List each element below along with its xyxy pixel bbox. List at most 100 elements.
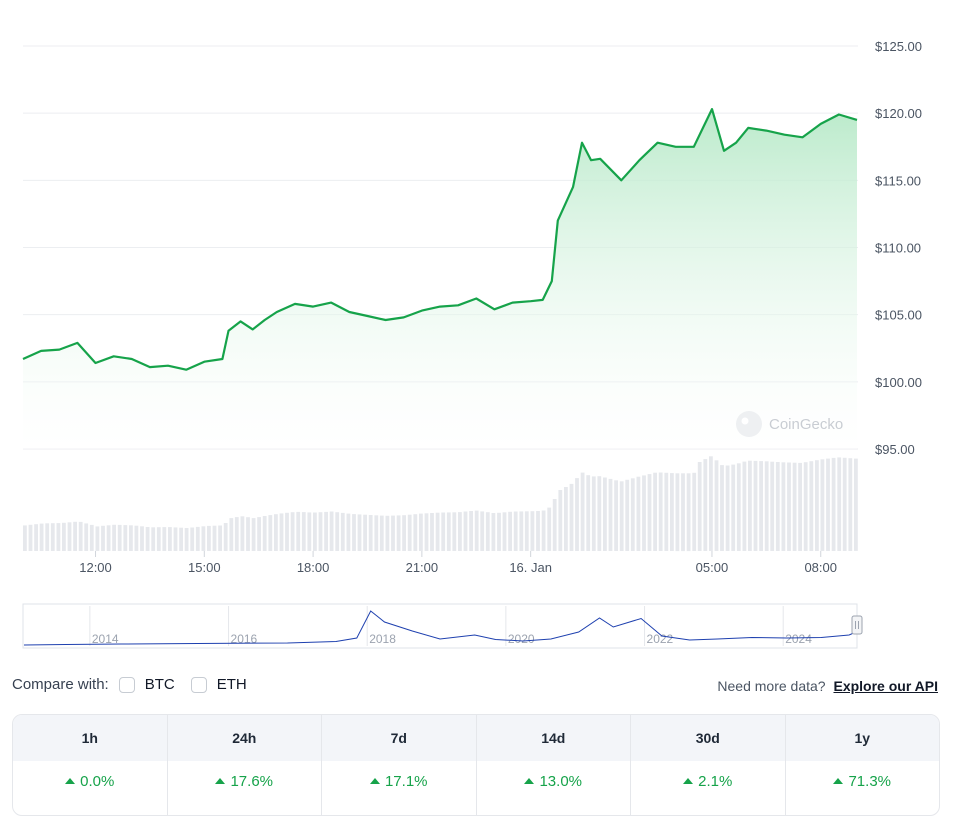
x-tick-label: 05:00 (696, 560, 729, 575)
volume-bar (223, 523, 228, 551)
volume-bar (842, 457, 847, 551)
header-24h: 24h (168, 715, 322, 761)
change-7d: 17.1% (322, 761, 477, 815)
range-navigator[interactable]: 2014 2016 2018 2020 2022 2024 (22, 603, 863, 649)
volume-bar (770, 461, 775, 551)
volume-bar (430, 513, 434, 551)
more-data: Need more data? Explore our API (717, 678, 938, 694)
volume-bar (709, 456, 713, 551)
navigator-frame (22, 603, 858, 649)
volume-bar (123, 525, 128, 551)
navigator-handle[interactable] (851, 615, 863, 635)
compare-btc[interactable]: BTC (118, 676, 175, 693)
volume-bar (480, 511, 485, 551)
volume-bar (246, 517, 250, 551)
volume-bar (407, 514, 412, 551)
volume-bar (301, 512, 306, 551)
btc-label: BTC (144, 676, 175, 693)
explore-api-link[interactable]: Explore our API (833, 678, 938, 694)
eth-label: ETH (216, 676, 247, 693)
volume-bar (145, 527, 150, 551)
volume-bar (731, 464, 736, 551)
compare-label: Compare with: (12, 676, 109, 693)
volume-bar (313, 512, 317, 551)
volume-bar (636, 476, 641, 551)
x-tick-label: 12:00 (79, 560, 112, 575)
y-tick-label: $115.00 (875, 173, 921, 188)
volume-bar (502, 512, 507, 551)
volume-bar (151, 527, 156, 551)
volume-bars (23, 456, 858, 552)
volume-bar (837, 457, 842, 551)
volume-bar (413, 514, 418, 551)
volume-bar (558, 490, 563, 551)
navigator-year-label: 2016 (231, 632, 258, 646)
volume-bar (446, 512, 451, 551)
change-24h: 17.6% (168, 761, 322, 815)
more-data-text: Need more data? (717, 678, 826, 694)
volume-bar (129, 525, 133, 551)
volume-bar (642, 475, 646, 551)
volume-bar (753, 460, 758, 551)
volume-bar (764, 461, 769, 551)
volume-bar (586, 475, 591, 551)
volume-bar (229, 518, 234, 551)
volume-bar (725, 465, 730, 551)
x-tick-label: 18:00 (297, 560, 330, 575)
volume-bar (324, 511, 328, 551)
volume-bar (257, 517, 261, 551)
change-14d: 13.0% (477, 761, 631, 815)
volume-bar (318, 512, 323, 551)
header-1y: 1y (854, 730, 871, 746)
volume-bar (240, 516, 245, 551)
caret-up-icon (833, 778, 844, 784)
volume-bar (519, 511, 524, 551)
volume-bar (463, 511, 468, 551)
volume-bar (207, 525, 211, 551)
volume-bar (614, 480, 618, 551)
volume-bar (564, 487, 568, 551)
volume-bar (815, 460, 819, 551)
x-tick-label: 16. Jan (509, 560, 552, 575)
volume-bar (536, 511, 540, 551)
btc-checkbox[interactable] (118, 676, 135, 693)
volume-bar (759, 461, 763, 551)
volume-bar (329, 511, 334, 551)
volume-bar (630, 478, 635, 551)
volume-bar (251, 518, 256, 551)
compare-eth[interactable]: ETH (190, 676, 247, 693)
navigator-year-label: 2014 (92, 632, 119, 646)
header-30d: 30d (631, 715, 786, 761)
volume-bar (168, 527, 172, 551)
volume-bar (775, 462, 780, 551)
x-tick-label: 21:00 (406, 560, 439, 575)
header-7d: 7d (322, 715, 477, 761)
volume-bar (513, 511, 518, 551)
volume-bar (508, 511, 512, 551)
volume-bar (396, 515, 401, 551)
volume-bar (212, 525, 217, 551)
volume-bar (647, 474, 652, 551)
volume-bar (591, 476, 596, 551)
price-chart[interactable]: $125.00 $120.00 $115.00 $110.00 $105.00 $100.… (0, 0, 958, 660)
volume-bar (748, 460, 752, 551)
volume-bar (184, 528, 189, 551)
volume-bar (670, 473, 674, 551)
volume-bar (262, 516, 267, 551)
volume-bar (441, 512, 446, 551)
volume-bar (848, 458, 853, 551)
volume-bar (101, 525, 105, 551)
volume-bar (106, 525, 111, 551)
eth-checkbox[interactable] (190, 676, 207, 693)
volume-bar (28, 524, 33, 551)
volume-bar (374, 515, 379, 551)
header-14d: 14d (477, 715, 631, 761)
volume-bar (541, 510, 546, 551)
volume-bar (39, 523, 44, 551)
volume-bar (781, 462, 786, 551)
volume-bar (803, 462, 808, 551)
volume-bar (274, 514, 278, 551)
volume-bar (603, 477, 607, 551)
volume-bar (736, 463, 741, 551)
header-1h: 1h (13, 715, 168, 761)
